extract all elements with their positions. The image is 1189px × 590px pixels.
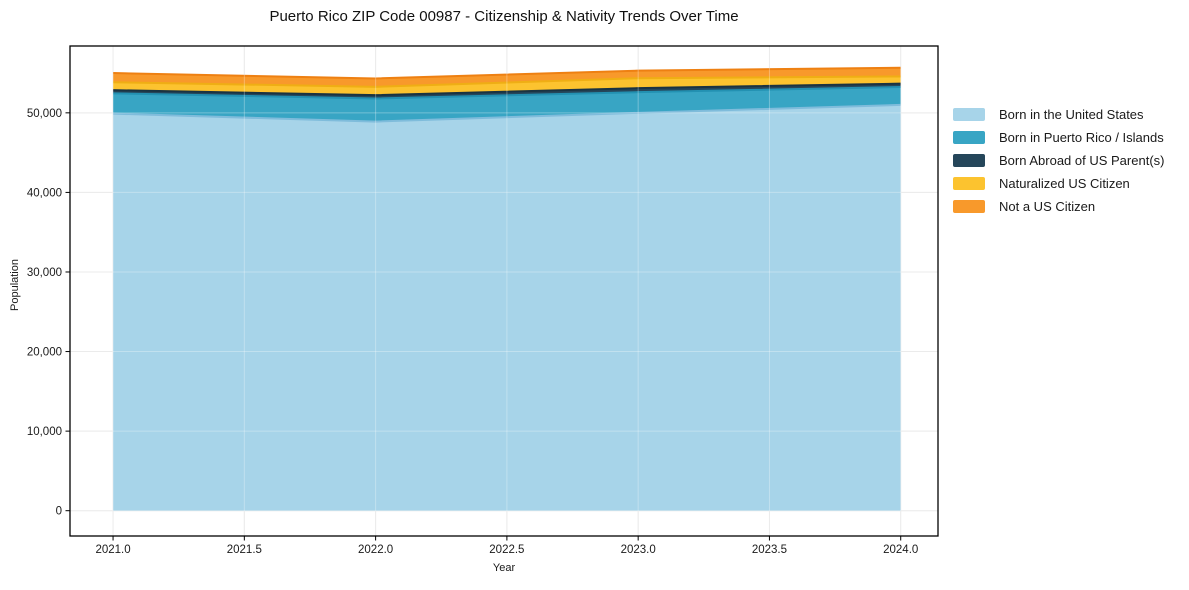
x-tick-label: 2022.0 xyxy=(358,544,393,556)
edge-line-not-a-us-citizen xyxy=(113,66,901,80)
edge-line-born-in-the-united-states xyxy=(113,103,901,123)
x-tick-label: 2023.5 xyxy=(752,544,787,556)
legend-swatch-icon xyxy=(953,200,985,213)
plot-border xyxy=(69,45,939,537)
legend-item-naturalized-us-citizen: Naturalized US Citizen xyxy=(953,177,1164,190)
y-tick-label: 30,000 xyxy=(27,267,62,279)
edge-line-naturalized-us-citizen xyxy=(113,75,901,88)
edge-line-born-in-puerto-rico-islands xyxy=(113,85,901,100)
area-born-in-the-united-states xyxy=(113,104,901,511)
y-tick-label: 50,000 xyxy=(27,108,62,120)
legend-swatch-icon xyxy=(953,177,985,190)
legend-item-born-abroad-of-us-parent-s: Born Abroad of US Parent(s) xyxy=(953,154,1164,167)
area-naturalized-us-citizen xyxy=(113,76,901,96)
area-not-a-us-citizen xyxy=(113,67,901,87)
legend-label: Born Abroad of US Parent(s) xyxy=(999,153,1165,168)
legend: Born in the United States Born in Puerto … xyxy=(953,108,1164,213)
axis-ticks xyxy=(65,112,902,541)
y-tick-label: 10,000 xyxy=(27,426,62,438)
legend-item-born-in-puerto-rico-islands: Born in Puerto Rico / Islands xyxy=(953,131,1164,144)
y-axis-label: Population xyxy=(9,259,21,311)
x-tick-label: 2023.0 xyxy=(621,544,656,556)
x-tick-label: 2024.0 xyxy=(883,544,918,556)
area-series xyxy=(113,66,901,511)
legend-swatch-icon xyxy=(953,131,985,144)
legend-item-not-a-us-citizen: Not a US Citizen xyxy=(953,200,1164,213)
legend-swatch-icon xyxy=(953,108,985,121)
legend-label: Born in the United States xyxy=(999,107,1144,122)
legend-item-born-in-the-united-states: Born in the United States xyxy=(953,108,1164,121)
y-tick-label: 20,000 xyxy=(27,347,62,359)
y-tick-label: 0 xyxy=(56,506,62,518)
gridline-overlay xyxy=(70,46,938,536)
legend-label: Not a US Citizen xyxy=(999,199,1096,214)
x-tick-label: 2022.5 xyxy=(489,544,524,556)
x-tick-label: 2021.5 xyxy=(227,544,262,556)
x-tick-label: 2021.0 xyxy=(95,544,130,556)
legend-label: Naturalized US Citizen xyxy=(999,176,1130,191)
chart-title: Puerto Rico ZIP Code 00987 - Citizenship… xyxy=(269,8,739,25)
legend-swatch-icon xyxy=(953,154,985,167)
legend-label: Born in Puerto Rico / Islands xyxy=(999,130,1164,145)
edge-line-born-abroad-of-us-parent-s xyxy=(113,82,901,97)
x-axis-label: Year xyxy=(492,562,516,574)
y-tick-label: 40,000 xyxy=(27,187,62,199)
area-born-in-puerto-rico-islands xyxy=(113,86,901,122)
